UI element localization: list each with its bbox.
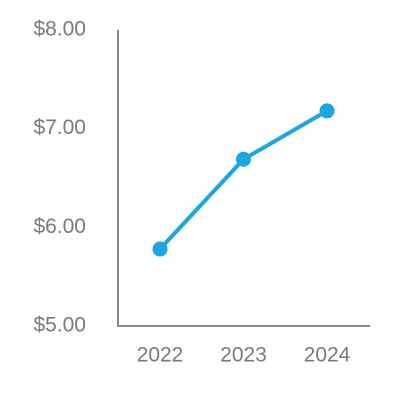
x-tick-label: 2023 xyxy=(220,344,267,367)
line xyxy=(158,109,329,251)
x-tick-label: 2024 xyxy=(304,344,351,367)
y-tick-label: $7.00 xyxy=(33,116,86,139)
y-tick-label: $8.00 xyxy=(33,18,86,41)
x-tick-label: 2022 xyxy=(137,344,184,367)
marker xyxy=(319,103,335,119)
y-tick-label: $5.00 xyxy=(33,314,86,337)
y-tick-label: $6.00 xyxy=(33,215,86,238)
marker xyxy=(152,241,168,257)
marker xyxy=(236,151,251,167)
